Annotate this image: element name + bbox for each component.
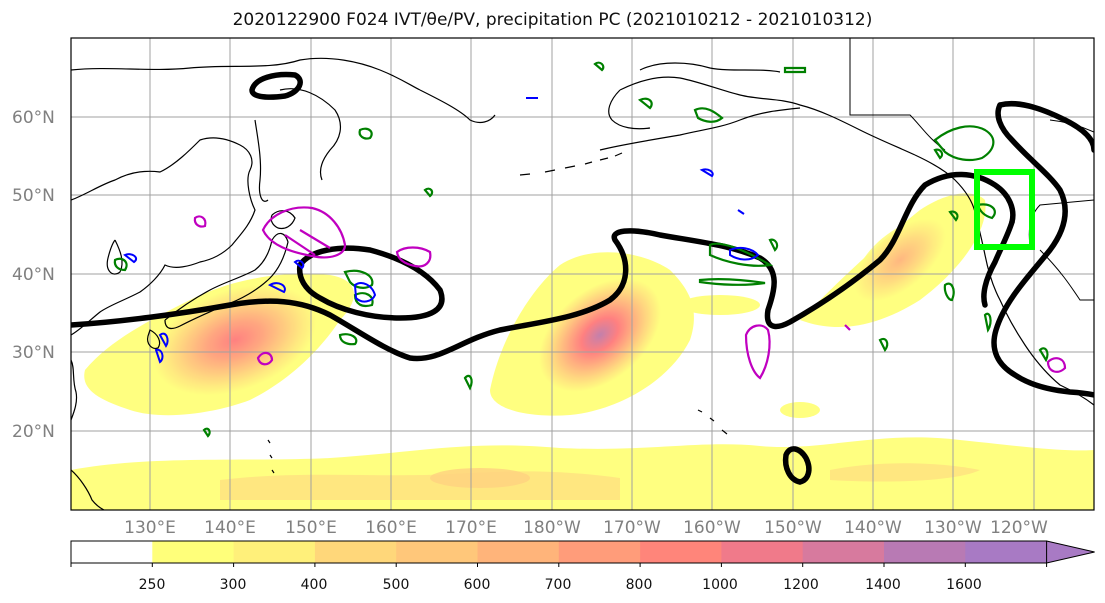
colorbar-tick-label: 300 [220, 577, 247, 593]
pv-green-contours [113, 61, 1049, 438]
pv-magenta-contours [193, 206, 1067, 380]
lon-label: 140°W [844, 518, 902, 538]
colorbar-segment [396, 541, 478, 563]
colorbar-segment [152, 541, 235, 563]
colorbar-segment [477, 541, 560, 563]
lon-label: 130°E [124, 518, 176, 538]
pv-blue-contours [123, 97, 760, 364]
colorbar [70, 540, 1095, 567]
coastlines [71, 38, 1094, 510]
lon-label: 150°W [764, 518, 822, 538]
lon-label: 130°W [924, 518, 982, 538]
lat-label: 20°N [12, 422, 55, 442]
colorbar-tick-label: 400 [301, 577, 328, 593]
lon-label: 170°W [603, 518, 661, 538]
colorbar-tick-label: 1000 [702, 577, 738, 593]
lat-label: 60°N [12, 108, 55, 128]
graticule [71, 38, 1094, 510]
colorbar-tick-label: 600 [464, 577, 491, 593]
lon-label: 120°W [990, 518, 1048, 538]
map-content [71, 38, 1094, 510]
colorbar-segment [233, 541, 316, 563]
colorbar-segment [965, 541, 1048, 563]
lon-label: 150°E [285, 518, 337, 538]
map-title-text: 2020122900 F024 IVT/θe/PV, precipitation… [232, 10, 873, 30]
colorbar-segment [314, 541, 397, 563]
lon-label: 160°W [683, 518, 741, 538]
lat-label: 40°N [12, 265, 55, 285]
lat-label: 30°N [12, 343, 55, 363]
colorbar-tick-label: 500 [383, 577, 410, 593]
lon-label: 160°E [365, 518, 417, 538]
colorbar-extend-arrow [1046, 540, 1095, 564]
lon-label: 170°E [445, 518, 497, 538]
map-title: 2020122900 F024 IVT/θe/PV, precipitation… [0, 0, 1105, 36]
colorbar-segment [640, 541, 722, 563]
colorbar-tick-label: 1200 [783, 577, 819, 593]
longitude-labels: 130°E 140°E 150°E 160°E 170°E 180°W 170°… [124, 518, 1048, 538]
colorbar-tick-label: 1600 [946, 577, 982, 593]
latitude-labels: 60°N 50°N 40°N 30°N 20°N [12, 108, 55, 442]
colorbar-segment [884, 541, 966, 563]
colorbar-segment [71, 541, 153, 563]
target-region-box [974, 169, 1035, 250]
colorbar-tick-label: 250 [139, 577, 166, 593]
map-frame [70, 37, 1095, 511]
theta-e-contours [71, 71, 1094, 485]
colorbar-tick-label: 800 [626, 577, 653, 593]
colorbar-tick-labels: 250 300 400 500 600 700 800 1000 1200 14… [139, 577, 982, 593]
colorbar-tick-label: 1400 [865, 577, 901, 593]
colorbar-segment [802, 541, 885, 563]
colorbar-tick-label: 700 [545, 577, 572, 593]
colorbar-segment [721, 541, 804, 563]
lat-label: 50°N [12, 186, 55, 206]
lon-label: 180°W [523, 518, 581, 538]
colorbar-segment [558, 541, 641, 563]
lon-label: 140°E [204, 518, 256, 538]
